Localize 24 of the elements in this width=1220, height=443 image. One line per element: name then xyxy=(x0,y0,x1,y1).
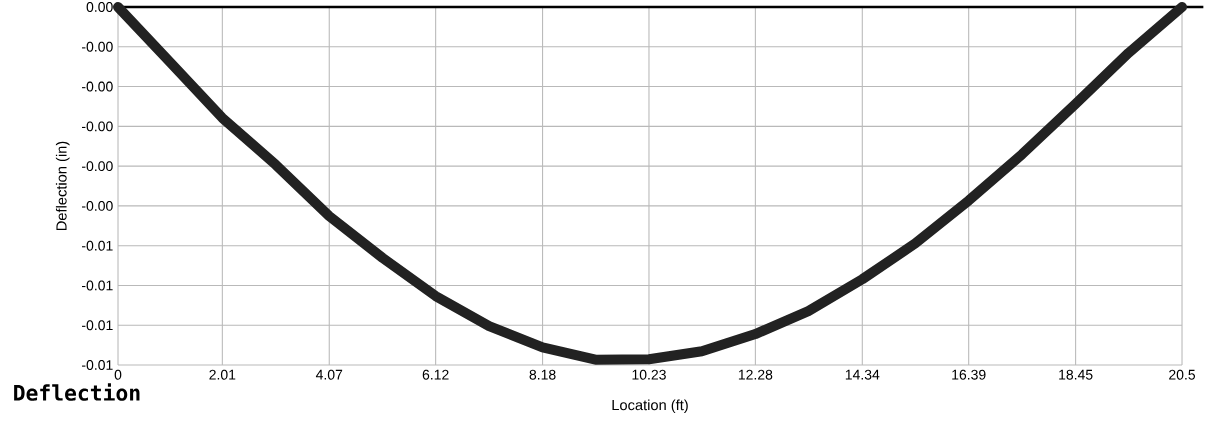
y-tick-label: -0.00 xyxy=(82,200,113,211)
x-tick-label: 12.28 xyxy=(738,369,773,380)
y-tick-label: -0.01 xyxy=(82,360,113,370)
y-tick-label: 0.00 xyxy=(86,2,113,12)
x-tick-label: 14.34 xyxy=(845,369,880,380)
x-tick-label: 20.5 xyxy=(1169,369,1196,380)
x-tick-label: 8.18 xyxy=(529,369,556,380)
y-tick-label: -0.00 xyxy=(82,41,113,52)
x-tick-label: 16.39 xyxy=(952,369,986,380)
x-tick-label: 4.07 xyxy=(315,369,343,380)
y-tick-label: -0.00 xyxy=(82,161,113,172)
y-tick-label: -0.01 xyxy=(82,280,113,291)
y-tick-label: -0.01 xyxy=(82,240,113,251)
x-tick-label: 18.45 xyxy=(1059,369,1093,380)
y-tick-label: -0.00 xyxy=(82,81,113,92)
x-tick-label: 2.01 xyxy=(209,369,236,380)
x-tick-label: 0 xyxy=(114,369,122,380)
y-tick-label: -0.01 xyxy=(82,320,113,331)
x-tick-label: 10.23 xyxy=(632,369,666,380)
x-axis-title: Location (ft) xyxy=(612,399,688,414)
text: Deflection xyxy=(14,383,140,401)
y-axis-title: Deflection (in) xyxy=(55,141,70,231)
y-tick-label: -0.00 xyxy=(82,121,113,132)
x-tick-label: 6.12 xyxy=(422,369,449,380)
